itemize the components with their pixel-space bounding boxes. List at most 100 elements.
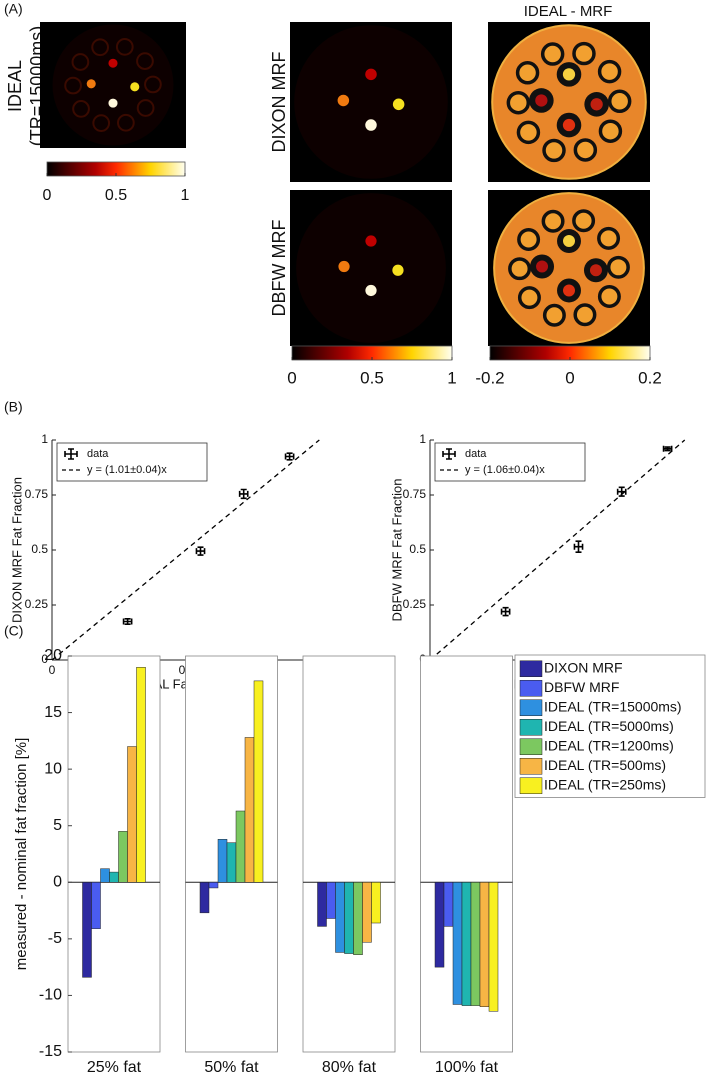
bar (217, 839, 228, 883)
legend-box (434, 442, 586, 482)
y-axis-label: DBFW MRF Fat Fraction (389, 478, 404, 621)
bar (136, 667, 146, 883)
y-tick-label: 1 (41, 432, 48, 446)
legend-label: IDEAL (TR=1200ms) (544, 737, 674, 753)
vial (91, 38, 109, 57)
legend-label: data (465, 448, 487, 460)
bar (100, 868, 110, 883)
vial (606, 255, 630, 279)
error-bar-x (284, 453, 295, 460)
category-label: 80% fat (322, 1059, 377, 1076)
vial (365, 119, 377, 131)
vial (337, 94, 350, 107)
vial-core (536, 260, 549, 273)
vial-core (590, 98, 603, 111)
vial-core (535, 94, 548, 107)
legend-box (56, 442, 208, 482)
vial (72, 100, 90, 118)
legend-label: DIXON MRF (544, 659, 623, 675)
vial (607, 89, 632, 114)
y-axis-label: measured - nominal fat fraction [%] (13, 738, 30, 971)
vial-core (562, 68, 576, 81)
error-bar-x (662, 445, 673, 452)
y-tick-label: 0.25 (403, 597, 427, 611)
subplot-frame (302, 655, 396, 1053)
error-bar-x (500, 608, 511, 615)
vial (130, 82, 140, 92)
vial (517, 286, 541, 310)
bar (434, 882, 445, 968)
vial-core (563, 235, 575, 248)
vial-core (562, 118, 576, 132)
bar (362, 882, 372, 943)
colorbar-tick-label: 0.2 (638, 368, 662, 387)
error-bar-x (616, 488, 627, 495)
image-label: IDEAL (5, 60, 25, 112)
legend-marker (442, 448, 456, 460)
y-tick-label: 15 (44, 704, 62, 721)
bar (344, 882, 354, 954)
vial (108, 98, 118, 108)
panel-label: (B) (4, 399, 23, 415)
bar (317, 882, 327, 927)
vial (542, 303, 566, 327)
error-bar-x (195, 548, 206, 555)
colorbar-tick-label: 0 (565, 368, 574, 387)
vial (64, 76, 82, 95)
vial (517, 228, 541, 252)
legend-marker (64, 448, 78, 460)
row-label: DBFW MRF (269, 220, 289, 317)
vial (506, 90, 531, 115)
bar (443, 882, 454, 927)
colorbar-tick-label: -0.2 (475, 368, 504, 387)
legend-swatch (519, 719, 543, 736)
panel-label: (C) (4, 623, 23, 639)
phantom-disc (52, 24, 174, 146)
bar (371, 882, 381, 924)
y-tick-label: 0 (53, 874, 62, 891)
phantom-disc (296, 193, 446, 343)
row-label: DIXON MRF (269, 52, 289, 153)
vial (365, 284, 377, 297)
bar (244, 737, 255, 883)
y-tick-label: -15 (39, 1043, 62, 1060)
vial (365, 235, 377, 247)
legend-swatch (519, 738, 543, 755)
legend-box (514, 654, 706, 798)
fit-line (51, 439, 320, 661)
vial (572, 41, 596, 66)
y-tick-label: 0.5 (409, 542, 426, 556)
colorbar-tick-label: 0.5 (105, 187, 127, 204)
vial (508, 257, 532, 281)
error-bar-x (122, 618, 133, 625)
colorbar-tick-label: 0 (287, 368, 296, 387)
bar (461, 882, 472, 1006)
y-tick-label: 10 (44, 760, 62, 777)
legend-label: DBFW MRF (544, 679, 619, 695)
error-bar-x (238, 490, 249, 497)
y-tick-label: 20 (44, 647, 62, 664)
legend-swatch (519, 660, 543, 677)
vial (597, 226, 621, 250)
vial (86, 79, 96, 89)
bar (82, 882, 92, 978)
vial-core (563, 284, 575, 297)
vial (144, 75, 162, 94)
legend-label: IDEAL (TR=250ms) (544, 776, 666, 792)
vial (516, 120, 541, 145)
legend-swatch (519, 699, 543, 716)
bar (479, 882, 490, 1007)
fit-line (429, 439, 686, 661)
y-tick-label: 0 (41, 652, 48, 666)
bar (235, 810, 246, 883)
vial (515, 61, 540, 85)
colorbar-tick-label: 1 (447, 368, 456, 387)
vial (573, 303, 597, 327)
vial (597, 284, 621, 308)
legend-swatch (519, 758, 543, 775)
x-tick-label: 0 (49, 663, 56, 677)
vial (117, 113, 135, 132)
vial-core (589, 264, 602, 277)
vial (71, 53, 90, 71)
y-tick-label: 0.25 (25, 597, 49, 611)
